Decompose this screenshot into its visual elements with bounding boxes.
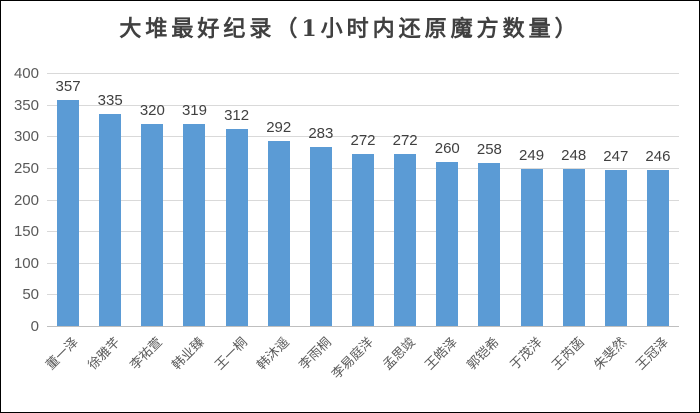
bar — [520, 168, 543, 326]
x-axis-category-label: 郭铠希 — [464, 334, 503, 373]
y-axis-tick-label: 100 — [13, 254, 39, 272]
bar — [57, 100, 80, 326]
x-axis-category-label: 王冠泽 — [632, 334, 671, 373]
gridline — [47, 73, 679, 74]
x-axis-category-label: 于茂洋 — [506, 334, 545, 373]
y-axis-tick-label: 200 — [13, 191, 39, 209]
x-axis-category-label: 董一泽 — [42, 334, 81, 373]
x-axis-category-label: 徐雅芊 — [84, 334, 124, 373]
bar — [478, 162, 501, 326]
bar-value-label: 272 — [392, 131, 418, 149]
bar-value-label: 292 — [266, 119, 292, 137]
bar-value-label: 319 — [181, 102, 207, 120]
x-axis-category-label: 李雨桐 — [295, 334, 334, 373]
gridline — [47, 104, 679, 106]
y-axis-tick-label: 150 — [13, 223, 39, 241]
x-axis-category-label: 孟思竣 — [379, 334, 419, 373]
bar — [267, 141, 290, 326]
bar — [604, 169, 627, 326]
y-axis-tick-label: 250 — [13, 159, 39, 177]
y-axis-tick-label: 300 — [13, 128, 39, 146]
x-axis-line — [47, 326, 679, 327]
x-axis-category-label: 韩业臻 — [169, 334, 208, 373]
bar-value-label: 357 — [55, 78, 81, 96]
x-axis-category-label: 王皓泽 — [421, 334, 461, 373]
y-axis-tick-label: 50 — [22, 286, 39, 304]
bar-value-label: 247 — [603, 147, 629, 165]
bar — [141, 123, 164, 326]
bar-value-label: 283 — [308, 125, 334, 142]
bar-value-label: 312 — [224, 106, 250, 124]
x-axis-category-label: 李祐萱 — [127, 334, 166, 373]
bar — [394, 153, 417, 326]
bar — [225, 128, 248, 326]
gridline — [47, 136, 679, 138]
bar-value-label: 249 — [519, 146, 545, 164]
bar-value-label: 260 — [434, 139, 460, 157]
bar — [183, 124, 206, 326]
x-axis-category-label: 李易庭洋 — [328, 334, 376, 382]
bar — [309, 147, 332, 326]
bar-value-label: 258 — [476, 140, 502, 158]
bar — [99, 114, 122, 326]
bar-value-label: 246 — [645, 148, 671, 166]
bar — [562, 169, 585, 326]
chart-title: 大堆最好纪录（1小时内还原魔方数量） — [119, 16, 581, 42]
y-axis-tick-label: 0 — [30, 318, 39, 335]
y-axis-tick-label: 350 — [13, 96, 39, 114]
bar — [352, 153, 374, 326]
x-axis-category-label: 王芮菡 — [548, 334, 587, 373]
x-axis-category-label: 朱斐然 — [590, 334, 629, 373]
x-axis-category-label: 韩沐遥 — [253, 334, 292, 373]
bar-value-label: 320 — [139, 101, 165, 119]
x-axis-category-label: 王一桐 — [211, 334, 250, 373]
bar-value-label: 272 — [350, 131, 376, 149]
bar-value-label: 335 — [97, 92, 123, 110]
bar — [646, 170, 669, 326]
y-axis-tick-label: 400 — [13, 65, 39, 82]
bar — [436, 161, 459, 326]
bar-value-label: 248 — [561, 147, 587, 165]
